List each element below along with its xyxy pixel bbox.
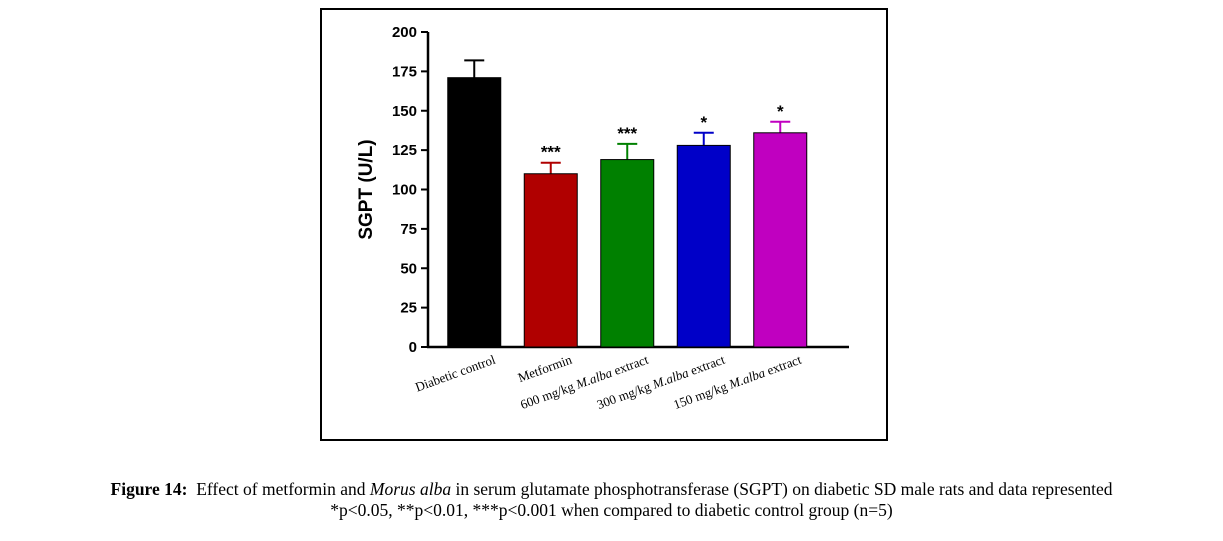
x-category-label-part: extract: [762, 352, 804, 379]
caption-line-2: *p<0.05, **p<0.01, ***p<0.001 when compa…: [330, 500, 893, 520]
significance-label: *: [777, 102, 784, 121]
caption-text-a: Effect of metformin and: [196, 479, 366, 499]
caption-species: Morus alba: [369, 479, 452, 499]
significance-label: *: [700, 113, 707, 132]
bar: [753, 132, 808, 348]
y-tick-label: 125: [392, 142, 417, 159]
x-category-label: 300 mg/kg M.alba extract: [595, 352, 727, 412]
x-category-label-part: 300 mg/kg: [595, 378, 656, 412]
bar: [600, 159, 655, 348]
bar: [676, 144, 731, 348]
x-category-label: Diabetic control: [413, 352, 498, 395]
figure-frame: 0 25 50 75 100 125 150 175 200 SGPT (U/L) Diabetic…: [320, 8, 888, 441]
x-category-label-part: M.alba: [726, 365, 767, 392]
y-tick-label: 200: [392, 24, 417, 41]
x-category-label-part: 600 mg/kg: [518, 378, 579, 412]
x-category-label: 600 mg/kg M.alba extract: [518, 352, 650, 412]
x-category-label-part: extract: [685, 352, 727, 379]
caption-figure-label: Figure 14:: [110, 479, 188, 499]
bar: [523, 173, 578, 348]
x-category-label-part: M.alba: [649, 365, 690, 392]
y-axis-label: SGPT (U/L): [356, 139, 377, 239]
x-category-label: 150 mg/kg M.alba extract: [671, 352, 803, 412]
figure-caption: Figure 14: Effect of metformin and Morus…: [0, 479, 1223, 521]
bar-chart: 0 25 50 75 100 125 150 175 200 SGPT (U/L) Diabetic…: [356, 24, 849, 412]
y-tick-label: 75: [400, 221, 417, 238]
y-tick-label: 25: [400, 300, 417, 317]
y-tick-label: 175: [392, 63, 417, 80]
x-category-label-part: Diabetic control: [413, 352, 498, 395]
x-category-label-part: M.alba: [573, 365, 614, 392]
x-category-label-part: 150 mg/kg: [671, 378, 732, 412]
y-tick-label: 0: [409, 339, 417, 356]
y-tick-label: 100: [392, 182, 417, 199]
significance-label: ***: [617, 124, 637, 143]
caption-text-b: in serum glutamate phosphotransferase (S…: [455, 479, 1113, 499]
y-tick-label: 150: [392, 103, 417, 120]
bar: [447, 77, 502, 348]
significance-label: ***: [541, 143, 561, 162]
y-tick-label: 50: [400, 260, 417, 277]
x-category-label-part: extract: [609, 352, 651, 379]
caption-line-1: Figure 14: Effect of metformin and Morus…: [0, 479, 1223, 500]
